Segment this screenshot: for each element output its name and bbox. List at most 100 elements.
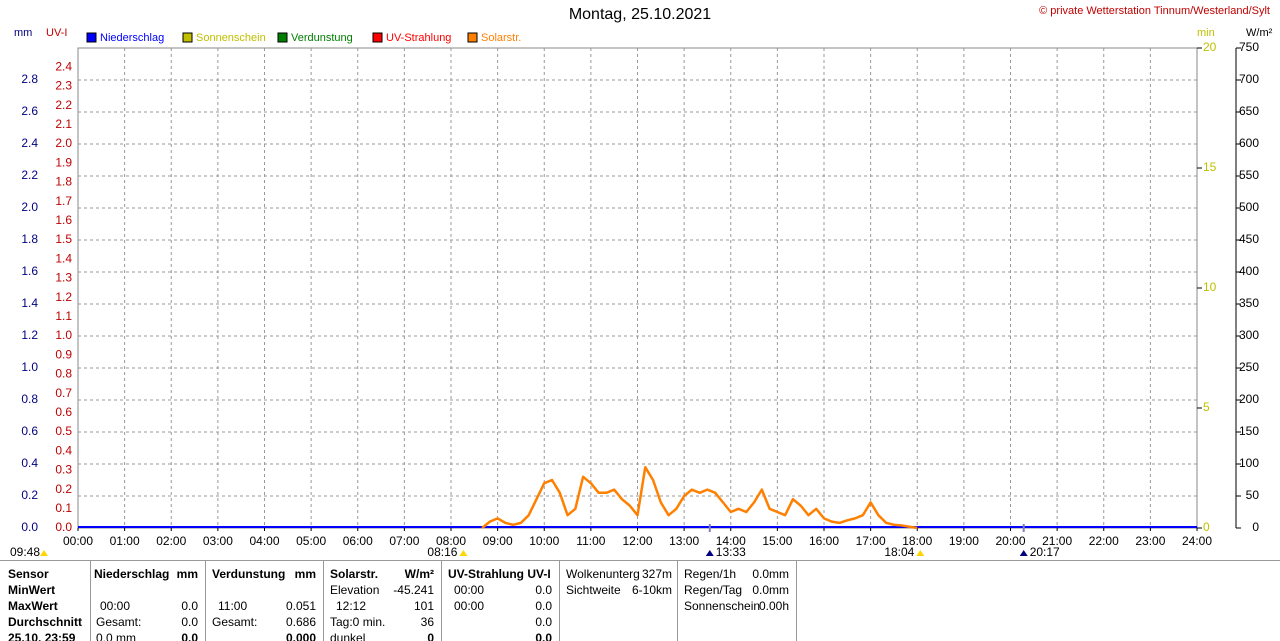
cell: Regen/1h	[684, 567, 737, 581]
tick-label: 0.4	[21, 456, 38, 470]
cell: 0.0	[535, 583, 552, 597]
annotation: 18:04	[884, 545, 914, 559]
tick-label: 2.1	[55, 117, 72, 131]
legend-swatch	[277, 32, 288, 43]
tick-label: 600	[1239, 136, 1259, 150]
tick-label: 0.2	[55, 482, 72, 496]
tick-label: 2.0	[55, 136, 72, 150]
cell: 0.00h	[758, 599, 789, 613]
tick-label: 0.9	[55, 347, 72, 361]
x-tick-label: 18:00	[902, 534, 932, 548]
legend-swatch	[182, 32, 193, 43]
cell: 00:00	[454, 599, 485, 613]
tick-label: 250	[1239, 360, 1259, 374]
separator	[796, 561, 797, 641]
tick-label: 550	[1239, 168, 1259, 182]
separator	[323, 561, 324, 641]
tick-label: 350	[1239, 296, 1259, 310]
marker-icon	[1019, 550, 1028, 556]
separator	[90, 561, 91, 641]
legend-label: Niederschlag	[100, 32, 164, 44]
cell: -45.241	[393, 583, 434, 597]
x-tick-label: 14:00	[716, 534, 746, 548]
x-tick-label: 10:00	[529, 534, 559, 548]
tick-label: 0	[1252, 520, 1259, 534]
x-tick-label: 01:00	[110, 534, 140, 548]
cell: 0.0	[535, 615, 552, 629]
x-tick-label: 00:00	[63, 534, 93, 548]
legend-label: Verdunstung	[291, 32, 353, 44]
annotation: 20:17	[1030, 545, 1060, 559]
tick-label: 0.6	[21, 424, 38, 438]
tick-label: 1.4	[55, 251, 72, 265]
x-tick-label: 12:00	[622, 534, 652, 548]
tick-label: 0.0	[21, 520, 38, 534]
x-tick-label: 21:00	[1042, 534, 1072, 548]
chart-title: Montag, 25.10.2021	[569, 6, 711, 23]
cell: dunkel	[330, 631, 366, 641]
cell: 327m	[641, 567, 672, 581]
cell: 11:00	[218, 599, 248, 613]
cell: 36	[420, 615, 434, 629]
tick-label: 50	[1246, 488, 1260, 502]
marker-icon	[705, 550, 714, 556]
row-head: MinWert	[8, 583, 56, 597]
chart: Montag, 25.10.2021 © private Wetterstati…	[10, 5, 1273, 559]
tick-label: 2.2	[55, 98, 72, 112]
cell: 6-10km	[631, 583, 672, 597]
x-tick-label: 06:00	[343, 534, 373, 548]
axis-unit: min	[1197, 27, 1215, 39]
tick-label: 2.6	[21, 104, 38, 118]
tick-label: 450	[1239, 232, 1259, 246]
cell: Wolkenunterg	[566, 567, 640, 581]
x-tick-label: 04:00	[249, 534, 279, 548]
col-head: Niederschlag	[94, 567, 170, 581]
cell: Gesamt:	[212, 615, 258, 629]
tick-label: 1.8	[55, 175, 72, 189]
legend-label: UV-Strahlung	[386, 32, 451, 44]
cell: 0.0	[181, 599, 198, 613]
legend-swatch	[467, 32, 478, 43]
tick-label: 0.8	[21, 392, 38, 406]
cell: 0.0	[535, 631, 552, 641]
col-unit: mm	[176, 567, 198, 581]
cell: 0.0 mm	[96, 631, 137, 641]
cell: Elevation	[330, 583, 380, 597]
x-tick-label: 05:00	[296, 534, 326, 548]
cell: 0.051	[285, 599, 316, 613]
cell: 00:00	[454, 583, 485, 597]
annotation: 09:48	[10, 545, 40, 559]
legend-swatch	[86, 32, 97, 43]
annotation: 08:16	[427, 545, 457, 559]
tick-label: 5	[1203, 400, 1210, 414]
tick-label: 20	[1203, 40, 1217, 54]
tick-label: 0.3	[55, 463, 72, 477]
row-head: 25.10. 23:59	[8, 631, 76, 641]
tick-label: 2.4	[21, 136, 38, 150]
x-tick-label: 16:00	[809, 534, 839, 548]
cell: Sonnenschein	[684, 599, 761, 613]
cell: 12:12	[336, 599, 367, 613]
tick-label: 1.6	[55, 213, 72, 227]
tick-label: 400	[1239, 264, 1259, 278]
tick-label: 1.3	[55, 271, 72, 285]
cell: 0.0mm	[752, 583, 789, 597]
x-tick-label: 17:00	[856, 534, 886, 548]
tick-label: 650	[1239, 104, 1259, 118]
x-tick-label: 22:00	[1089, 534, 1119, 548]
legend-swatch	[372, 32, 383, 43]
tick-label: 15	[1203, 160, 1217, 174]
x-tick-label: 19:00	[949, 534, 979, 548]
tick-label: 1.4	[21, 296, 38, 310]
separator	[205, 561, 206, 641]
separator	[559, 561, 560, 641]
x-tick-label: 20:00	[995, 534, 1025, 548]
axis-unit: mm	[14, 27, 32, 39]
x-tick-label: 03:00	[203, 534, 233, 548]
tick-label: 300	[1239, 328, 1259, 342]
marker-icon	[459, 550, 468, 556]
tick-label: 1.8	[21, 232, 38, 246]
cell: 101	[413, 599, 434, 613]
marker-icon	[40, 550, 48, 556]
marker-icon	[916, 550, 925, 556]
